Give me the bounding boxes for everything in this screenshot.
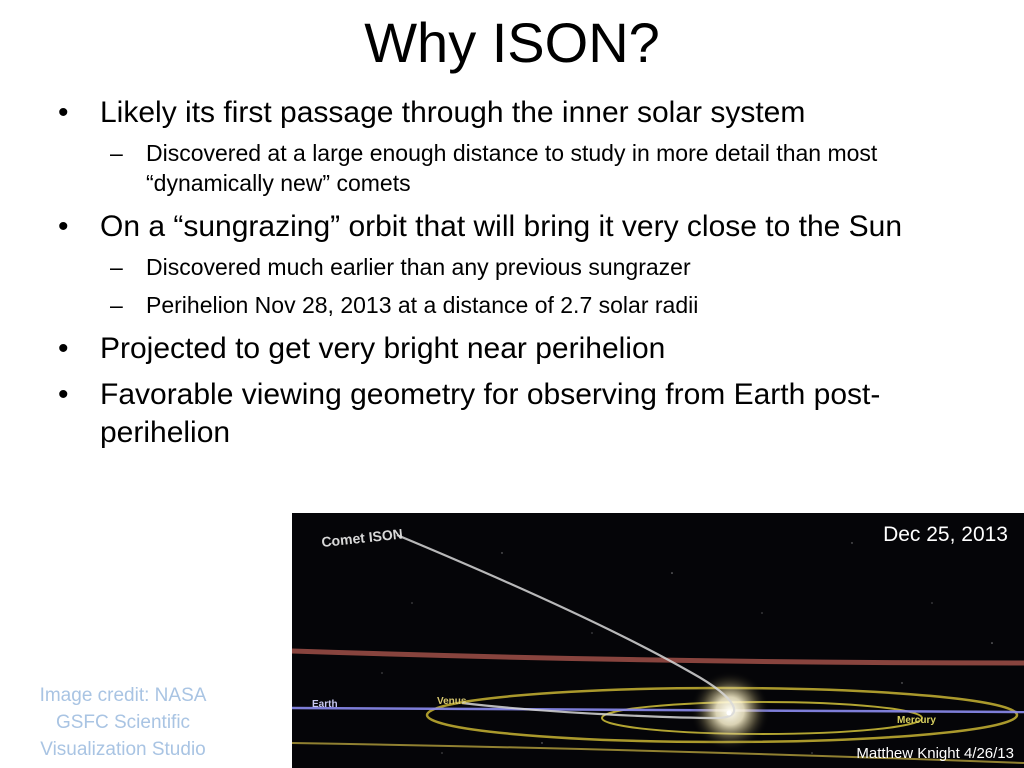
bullet-2-sub-1-text: Discovered much earlier than any previou… (146, 254, 691, 280)
mercury-label: Mercury (897, 715, 936, 726)
bullet-marker: • (58, 96, 69, 129)
bullet-1-sub-1: – Discovered at a large enough distance … (58, 138, 978, 198)
comet-marker (726, 710, 732, 716)
bullet-2-sub-2-text: Perihelion Nov 28, 2013 at a distance of… (146, 292, 699, 318)
starfield (331, 542, 993, 754)
sub-marker: – (110, 140, 123, 166)
bullet-1: • Likely its first passage through the i… (58, 94, 978, 132)
bullet-3: • Projected to get very bright near peri… (58, 330, 978, 368)
bullet-marker: • (58, 332, 69, 365)
orbit-visualization: Comet ISON Earth Venus Mercury Dec 25, 2… (292, 513, 1024, 768)
earth-label: Earth (312, 699, 338, 710)
bullet-list: • Likely its first passage through the i… (58, 94, 978, 458)
bullet-3-text: Projected to get very bright near perihe… (100, 332, 666, 365)
visualization-date: Dec 25, 2013 (883, 523, 1008, 546)
bullet-2: • On a “sungrazing” orbit that will brin… (58, 208, 978, 246)
visualization-author: Matthew Knight 4/26/13 (856, 745, 1014, 762)
bullet-1-sub-1-text: Discovered at a large enough distance to… (146, 140, 878, 196)
orbit-diagram: Comet ISON Earth Venus Mercury (292, 526, 1024, 764)
earth-orbit (292, 706, 1024, 714)
bullet-2-sub-2: – Perihelion Nov 28, 2013 at a distance … (58, 290, 978, 320)
comet-path (396, 533, 736, 720)
image-credit: Image credit: NASA GSFC Scientific Visua… (12, 682, 234, 763)
slide-title: Why ISON? (364, 11, 660, 74)
bullet-marker: • (58, 210, 69, 243)
image-credit-line-1: Image credit: NASA (39, 685, 207, 706)
venus-label: Venus (437, 696, 467, 707)
sub-marker: – (110, 292, 123, 318)
bullet-1-text: Likely its first passage through the inn… (100, 96, 806, 129)
image-credit-line-3: Visualization Studio (40, 739, 206, 760)
mars-orbit (292, 648, 1024, 666)
outer-orbit (292, 742, 1024, 764)
bullet-2-sub-1: – Discovered much earlier than any previ… (58, 252, 978, 282)
bullet-4-text: Favorable viewing geometry for observing… (100, 378, 881, 449)
bullet-marker: • (58, 378, 69, 411)
bullet-4: • Favorable viewing geometry for observi… (58, 376, 978, 452)
image-credit-line-2: GSFC Scientific (55, 712, 191, 733)
bullet-2-text: On a “sungrazing” orbit that will bring … (100, 210, 903, 243)
comet-label: Comet ISON (321, 526, 404, 550)
sub-marker: – (110, 254, 123, 280)
